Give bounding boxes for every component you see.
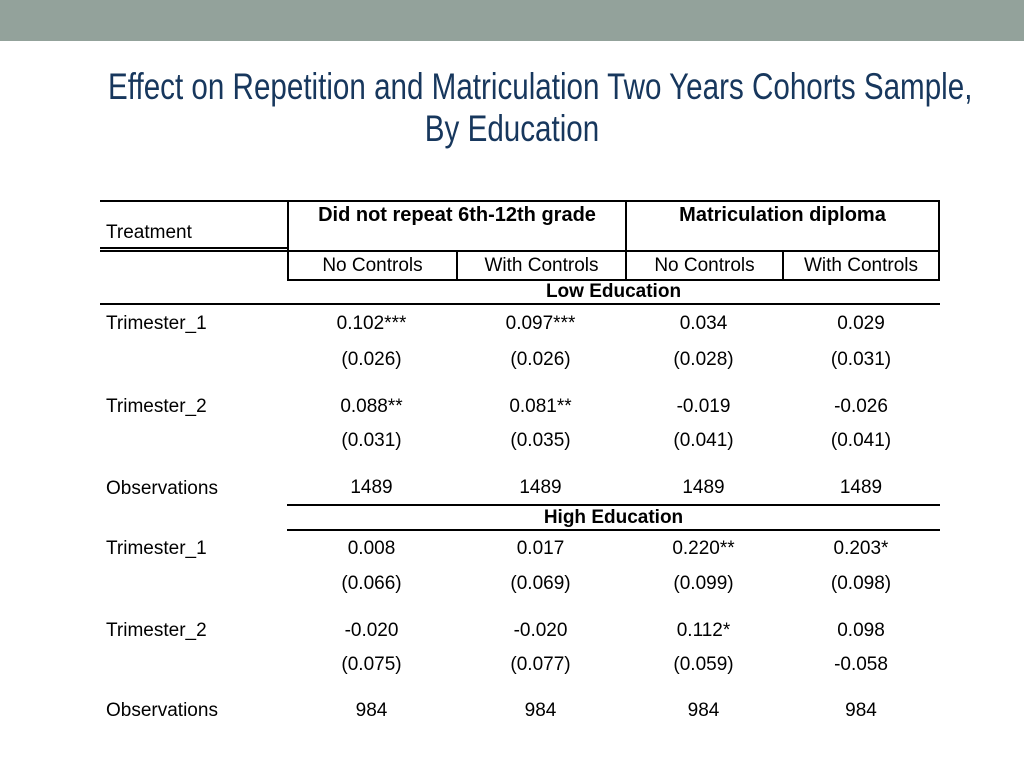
subheader-with-controls-2: With Controls: [782, 252, 940, 281]
table-subheader-row: No Controls With Controls No Controls Wi…: [100, 252, 940, 281]
value-cell: 0.029: [837, 313, 885, 334]
value-cell: -0.019: [676, 396, 731, 417]
se-cell: (0.066): [341, 573, 402, 594]
row-label: [100, 648, 287, 682]
slide-title: Effect on Repetition and Matriculation T…: [0, 66, 1024, 150]
se-cell: (0.026): [341, 349, 402, 370]
value-cell: -0.020: [513, 620, 568, 641]
table-row: (0.031) (0.035) (0.041) (0.041): [100, 424, 940, 458]
row-label: Trimester_1: [106, 313, 207, 334]
value-cell: 0.097***: [505, 313, 576, 334]
obs-cell: 1489: [287, 472, 456, 506]
observations-row: Observations 1489 1489 1489 1489: [100, 472, 940, 506]
table-header-group-row: Treatment Did not repeat 6th-12th grade …: [100, 200, 940, 252]
value-cell: 0.112*: [676, 620, 731, 641]
table-row: (0.026) (0.026) (0.028) (0.031): [100, 343, 940, 377]
table-row: (0.066) (0.069) (0.099) (0.098): [100, 567, 940, 601]
value-cell: 0.098: [837, 620, 885, 641]
section-header-spacer: [100, 506, 287, 531]
subheader-empty-cell: [100, 252, 287, 281]
se-cell: (0.035): [510, 430, 571, 451]
value-cell: 0.008: [347, 538, 396, 559]
table-row: Trimester_2 0.088** 0.081** -0.019 -0.02…: [100, 390, 940, 424]
group-header-no-repeat: Did not repeat 6th-12th grade: [287, 200, 625, 252]
row-label: [100, 343, 287, 377]
table-row: Trimester_1 0.008 0.017 0.220** 0.203*: [100, 531, 940, 567]
subheader-no-controls-1: No Controls: [287, 252, 456, 281]
table-row: Trimester_2 -0.020 -0.020 0.112* 0.098: [100, 614, 940, 648]
obs-cell: 1489: [625, 472, 782, 506]
observations-row: Observations 984 984 984 984: [100, 694, 940, 728]
row-label: Observations: [106, 700, 218, 721]
obs-cell: 984: [687, 700, 720, 721]
obs-cell: 1489: [782, 472, 940, 506]
slide-title-line2: By Education: [424, 108, 600, 149]
table-row: (0.075) (0.077) (0.059) -0.058: [100, 648, 940, 682]
spacer-row: [100, 377, 940, 390]
slide-title-line1: Effect on Repetition and Matriculation T…: [108, 66, 973, 107]
se-cell: (0.075): [341, 654, 402, 675]
se-cell: (0.041): [673, 430, 734, 451]
row-label: Trimester_2: [106, 620, 207, 641]
row-label: [100, 424, 287, 458]
se-cell: (0.098): [830, 573, 892, 594]
se-cell: (0.031): [341, 430, 402, 451]
table-row: Trimester_1 0.102*** 0.097*** 0.034 0.02…: [100, 305, 940, 343]
value-cell: 0.102***: [336, 313, 407, 334]
se-cell: (0.026): [510, 349, 571, 370]
value-cell: 0.017: [516, 538, 565, 559]
section-header-row-low: Low Education: [100, 281, 940, 305]
row-label: Trimester_2: [106, 396, 207, 417]
se-cell: (0.028): [673, 349, 734, 370]
value-cell: 0.203*: [833, 538, 889, 559]
row-label: Trimester_1: [106, 538, 207, 559]
row-label: Observations: [106, 478, 218, 499]
corner-header-treatment: Treatment: [100, 200, 287, 252]
obs-cell: 984: [845, 700, 877, 721]
se-cell: -0.058: [834, 654, 888, 675]
value-cell: -0.020: [344, 620, 399, 641]
se-cell: (0.031): [830, 349, 892, 370]
results-table: Treatment Did not repeat 6th-12th grade …: [100, 200, 940, 728]
obs-cell: 984: [355, 700, 388, 721]
group-header-matriculation: Matriculation diploma: [625, 200, 940, 252]
spacer-row: [100, 682, 940, 694]
value-cell: 0.088**: [340, 396, 403, 417]
subheader-no-controls-2: No Controls: [625, 252, 782, 281]
section-header-spacer: [100, 281, 287, 305]
subheader-with-controls-1: With Controls: [456, 252, 625, 281]
value-cell: -0.026: [834, 396, 888, 417]
value-cell: 0.081**: [509, 396, 572, 417]
obs-cell: 984: [524, 700, 557, 721]
spacer-row: [100, 458, 940, 472]
se-cell: (0.069): [510, 573, 571, 594]
section-header-low-education: Low Education: [287, 281, 940, 305]
spacer-row: [100, 601, 940, 614]
section-header-high-education: High Education: [287, 506, 940, 531]
row-label: [100, 567, 287, 601]
se-cell: (0.059): [673, 654, 734, 675]
slide-accent-bar: [0, 0, 1024, 41]
section-header-row-high: High Education: [100, 506, 940, 531]
se-cell: (0.041): [830, 430, 892, 451]
obs-cell: 1489: [456, 472, 625, 506]
se-cell: (0.077): [510, 654, 571, 675]
value-cell: 0.220**: [672, 538, 735, 559]
value-cell: 0.034: [679, 313, 728, 334]
se-cell: (0.099): [673, 573, 734, 594]
